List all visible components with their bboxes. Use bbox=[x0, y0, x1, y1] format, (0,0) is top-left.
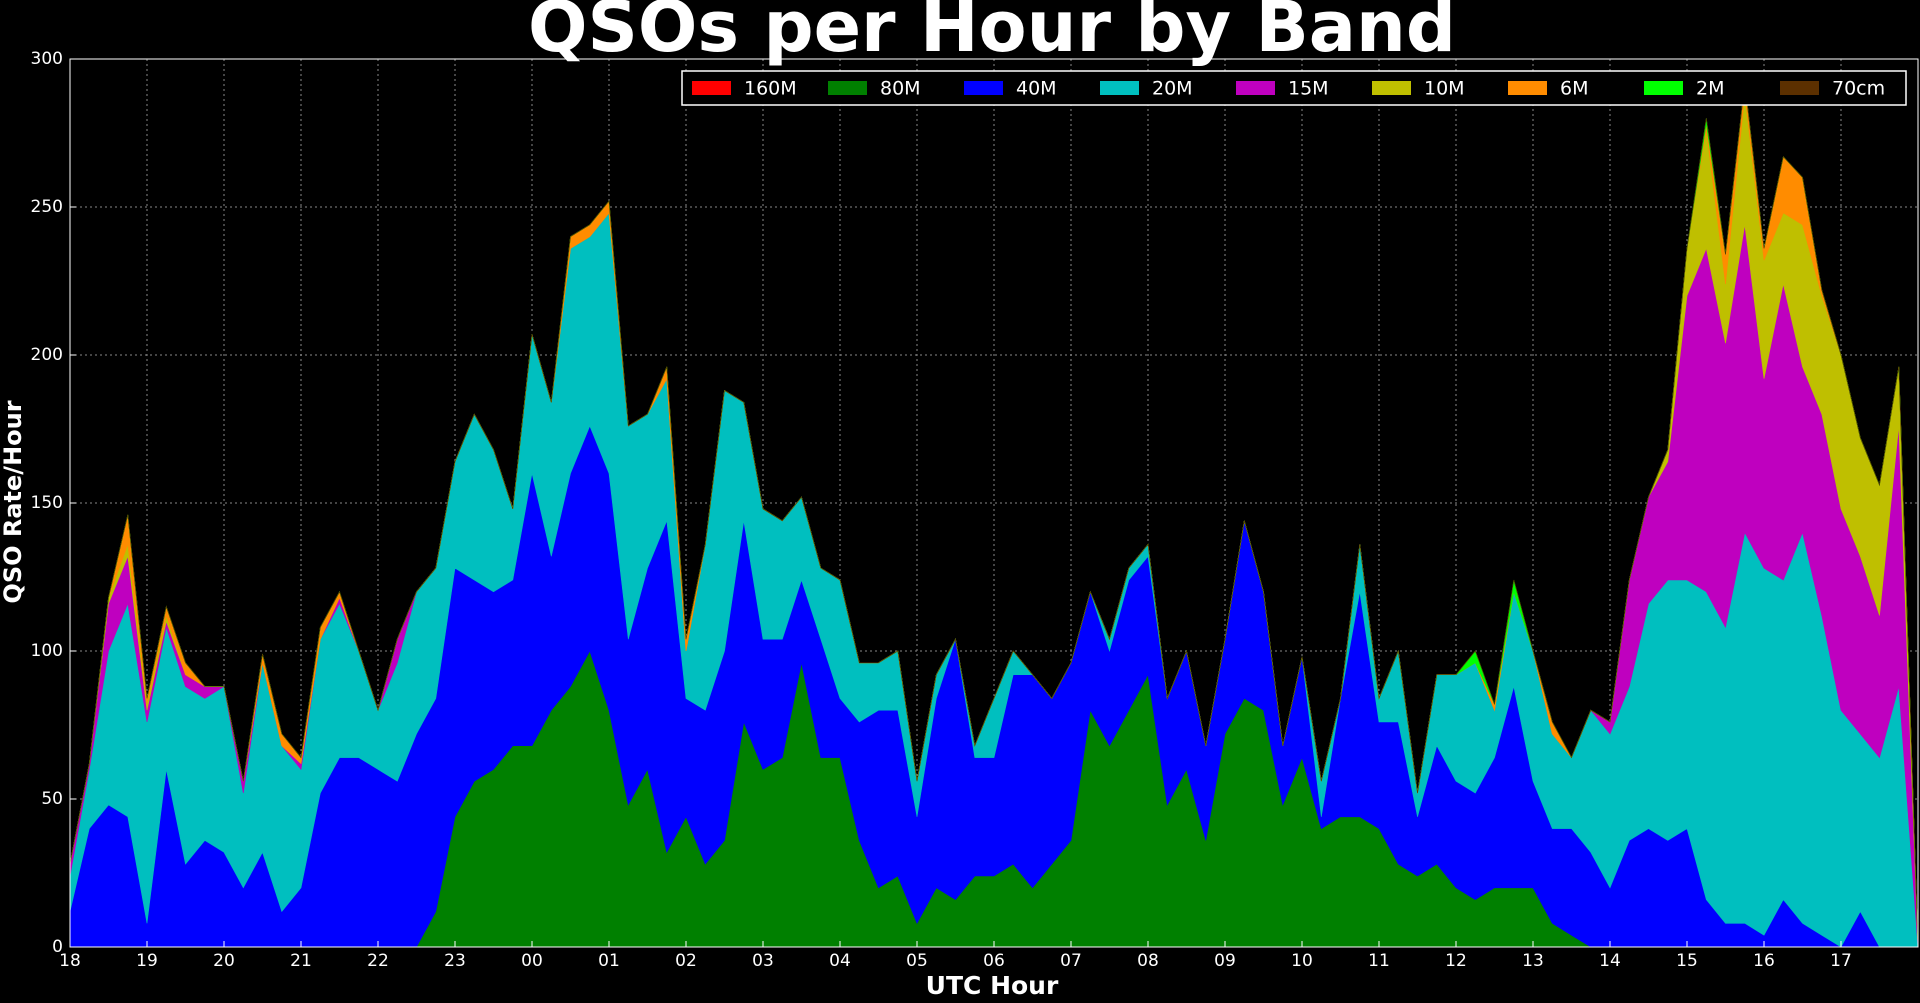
y-tick-label: 0 bbox=[52, 937, 63, 957]
x-tick-label: 19 bbox=[136, 951, 158, 971]
x-tick-label: 16 bbox=[1753, 951, 1775, 971]
x-tick-label: 04 bbox=[829, 951, 851, 971]
legend-label: 20M bbox=[1152, 78, 1193, 100]
x-tick-label: 02 bbox=[675, 951, 697, 971]
legend-swatch bbox=[1644, 81, 1683, 95]
legend-swatch bbox=[1780, 81, 1819, 95]
legend-swatch bbox=[964, 81, 1003, 95]
y-tick-label: 250 bbox=[31, 197, 63, 217]
x-tick-label: 18 bbox=[59, 951, 81, 971]
legend-swatch bbox=[1236, 81, 1275, 95]
y-tick-label: 200 bbox=[31, 345, 63, 365]
legend-label: 15M bbox=[1288, 78, 1329, 100]
legend-swatch bbox=[1372, 81, 1411, 95]
legend-swatch bbox=[1100, 81, 1139, 95]
chart-title: QSOs per Hour by Band bbox=[528, 0, 1456, 68]
y-tick-label: 150 bbox=[31, 493, 63, 513]
x-tick-label: 05 bbox=[906, 951, 928, 971]
x-tick-label: 20 bbox=[213, 951, 235, 971]
x-tick-label: 03 bbox=[752, 951, 774, 971]
legend-label: 10M bbox=[1424, 78, 1465, 100]
x-axis-label: UTC Hour bbox=[926, 971, 1059, 1000]
x-tick-label: 21 bbox=[290, 951, 312, 971]
x-tick-label: 22 bbox=[367, 951, 389, 971]
x-tick-label: 07 bbox=[1060, 951, 1082, 971]
legend: 160M 80M 40M 20M 15M 10M 6M 2M 70cm bbox=[681, 70, 1907, 106]
y-tick-label: 50 bbox=[41, 789, 63, 809]
x-tick-label: 12 bbox=[1445, 951, 1467, 971]
x-tick-label: 13 bbox=[1522, 951, 1544, 971]
y-tick-label: 100 bbox=[31, 641, 63, 661]
y-axis-label: QSO Rate/Hour bbox=[0, 400, 27, 603]
x-tick-label: 09 bbox=[1214, 951, 1236, 971]
legend-label: 160M bbox=[744, 78, 797, 100]
x-tick-label: 00 bbox=[521, 951, 543, 971]
x-tick-label: 01 bbox=[598, 951, 620, 971]
legend-swatch bbox=[828, 81, 867, 95]
legend-swatch bbox=[692, 81, 731, 95]
legend-swatch bbox=[1508, 81, 1547, 95]
legend-label: 40M bbox=[1016, 78, 1057, 100]
legend-label: 2M bbox=[1696, 78, 1724, 100]
legend-label: 70cm bbox=[1832, 78, 1885, 100]
x-tick-label: 06 bbox=[983, 951, 1005, 971]
x-tick-label: 08 bbox=[1137, 951, 1159, 971]
y-tick-label: 300 bbox=[31, 49, 63, 69]
x-tick-label: 10 bbox=[1291, 951, 1313, 971]
x-tick-label: 15 bbox=[1676, 951, 1698, 971]
legend-box bbox=[681, 70, 1907, 106]
x-tick-label: 17 bbox=[1830, 951, 1852, 971]
legend-label: 80M bbox=[880, 78, 921, 100]
x-tick-label: 11 bbox=[1368, 951, 1390, 971]
legend-label: 6M bbox=[1560, 78, 1588, 100]
x-tick-label: 14 bbox=[1599, 951, 1621, 971]
plot-frame bbox=[69, 58, 1919, 948]
x-tick-label: 23 bbox=[444, 951, 466, 971]
